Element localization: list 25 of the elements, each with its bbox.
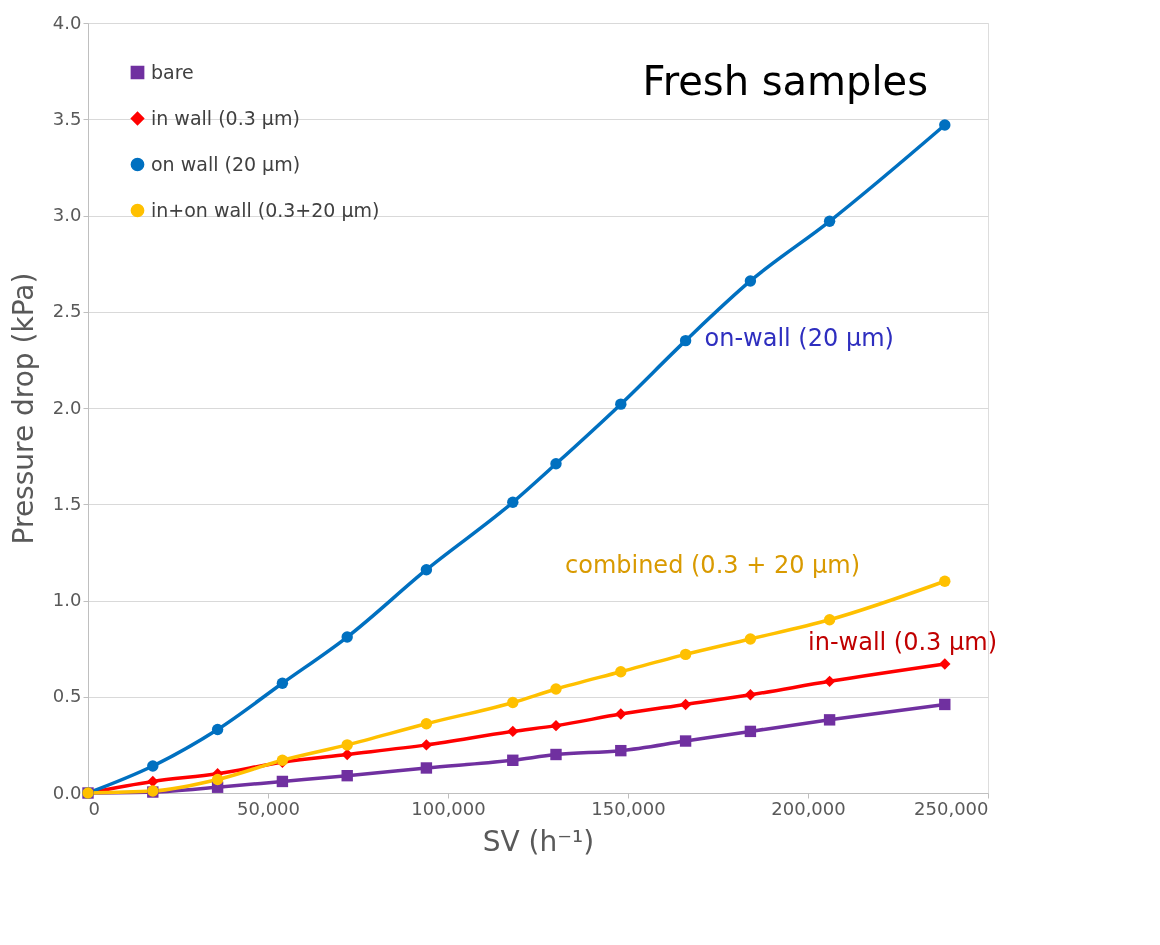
legend-label: in wall (0.3 µm) [151,106,300,129]
x-tick-label: 250,000 [914,797,989,819]
x-tick-label: 0 [88,797,100,819]
x-tick-label: 100,000 [411,797,486,819]
y-tick-label: 0.0 [52,781,82,803]
y-tick-label: 2.0 [52,396,82,418]
y-axis-title: Pressure drop (kPa) [6,272,40,545]
y-tick-label: 1.5 [52,492,82,514]
y-tick-label: 3.5 [52,107,82,129]
text: Fresh samples [642,58,928,104]
annotation: on-wall (20 µm) [704,323,894,352]
legend-label: on wall (20 µm) [151,152,301,175]
y-tick-label: 0.5 [52,685,82,707]
annotation: combined (0.3 + 20 µm) [565,550,861,579]
legend-label: bare [151,60,194,83]
x-tick-label: 200,000 [771,797,846,819]
x-axis-title: SV (h⁻¹) [482,824,595,858]
y-tick-label: 1.0 [52,589,82,610]
y-tick-label: 3.0 [52,204,82,225]
x-tick-label: 50,000 [237,797,300,819]
annotation: in-wall (0.3 µm) [808,627,998,656]
legend-label: in+on wall (0.3+20 µm) [151,198,380,221]
y-tick-label: 4.0 [52,11,82,33]
x-tick-label: 150,000 [591,797,666,819]
y-tick-label: 2.5 [52,300,82,322]
